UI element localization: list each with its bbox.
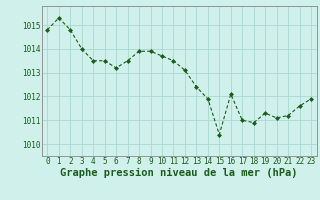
X-axis label: Graphe pression niveau de la mer (hPa): Graphe pression niveau de la mer (hPa)	[60, 168, 298, 178]
